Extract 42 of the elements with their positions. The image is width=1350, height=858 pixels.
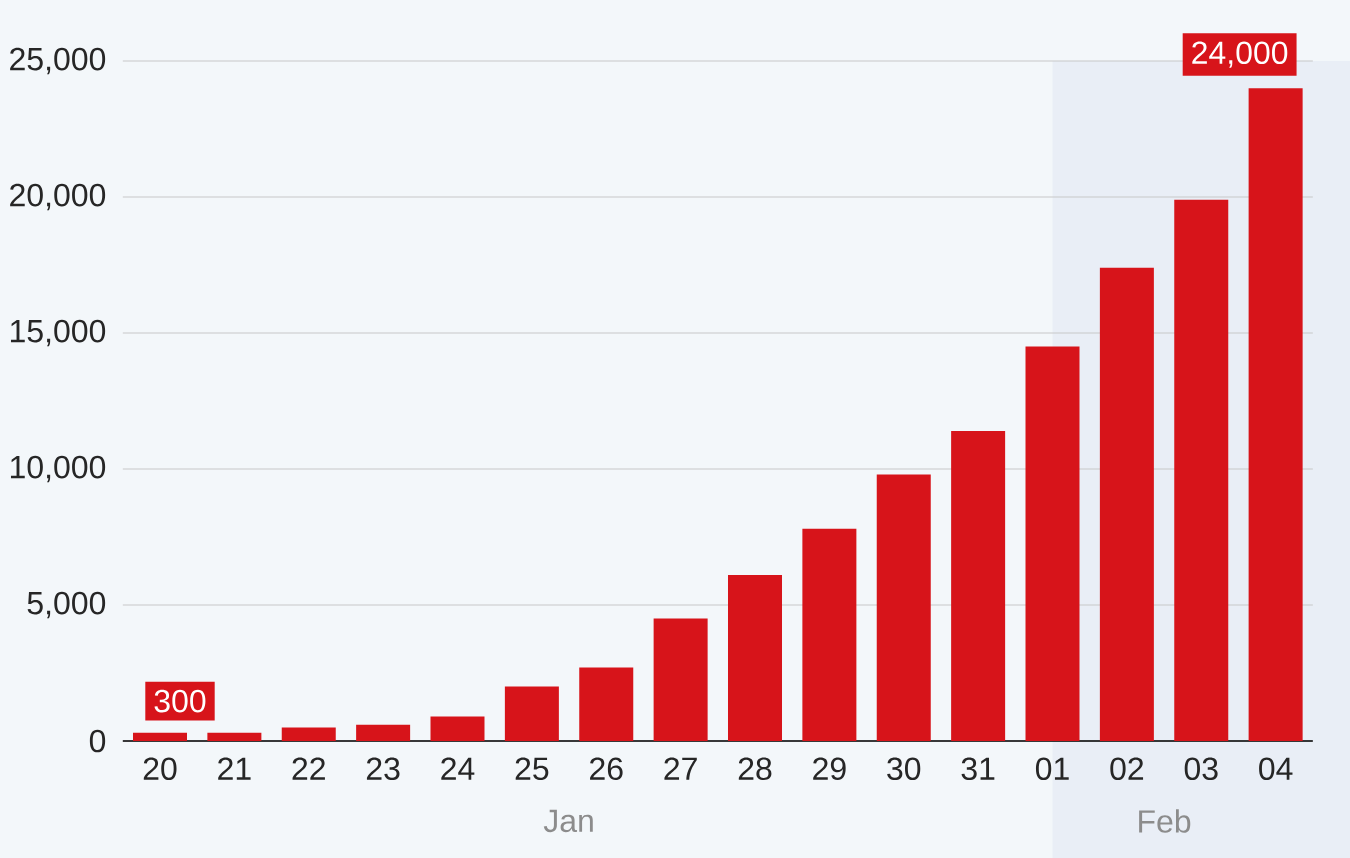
x-tick-label: 20: [143, 757, 177, 781]
bar: [430, 716, 485, 741]
x-tick-label: 28: [738, 757, 772, 781]
x-tick-label: 29: [813, 757, 846, 781]
x-tick-label: 25: [515, 757, 549, 781]
x-tick-label: 31: [961, 757, 995, 781]
y-tick-label: 0: [89, 729, 106, 753]
y-tick-label: 25,000: [10, 47, 106, 75]
bar: [504, 686, 559, 741]
y-tick-label: 15,000: [10, 319, 106, 347]
bar: [1174, 199, 1229, 741]
bar: [951, 430, 1006, 741]
bar: [728, 575, 783, 741]
x-tick-label: 27: [664, 757, 697, 780]
bar: [579, 667, 634, 741]
data-label: 24,000: [1192, 41, 1288, 68]
bar: [133, 732, 187, 741]
x-tick-label: 23: [366, 757, 400, 781]
bar: [207, 732, 262, 741]
bar: [356, 724, 411, 741]
x-tick-label: 30: [887, 757, 921, 781]
x-tick-label: 26: [590, 757, 623, 781]
text: Feb: [1139, 809, 1191, 833]
bar: [653, 618, 708, 741]
x-tick-label: 24: [441, 757, 475, 780]
y-tick-label: 20,000: [10, 183, 106, 211]
bar: [281, 727, 336, 741]
x-tick-label: 21: [218, 757, 251, 780]
bar: [802, 528, 857, 741]
x-tick-label: 03: [1184, 757, 1218, 781]
x-tick-label: 01: [1035, 757, 1069, 781]
y-tick-label: 5,000: [27, 591, 106, 619]
x-tick-label: 04: [1259, 757, 1293, 781]
bar: [1248, 88, 1303, 741]
x-tick-label: 02: [1110, 757, 1144, 781]
bar: [1099, 267, 1154, 741]
data-label: 300: [154, 689, 206, 713]
bar: [876, 474, 931, 741]
x-tick-label: 22: [292, 757, 325, 780]
y-tick-label: 10,000: [10, 455, 106, 483]
bar: [1025, 346, 1080, 741]
text: Jan: [543, 809, 593, 833]
